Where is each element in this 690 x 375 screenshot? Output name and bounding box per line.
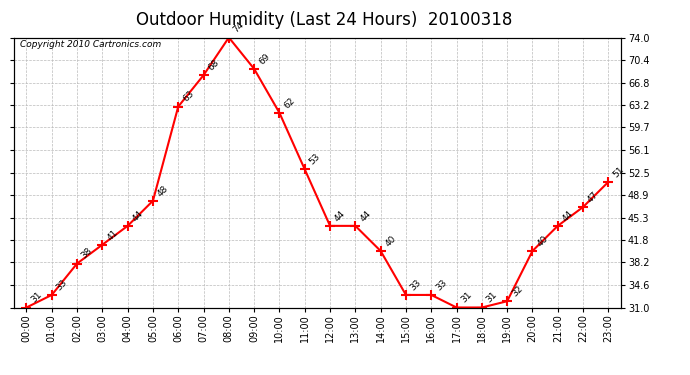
Text: Outdoor Humidity (Last 24 Hours)  20100318: Outdoor Humidity (Last 24 Hours) 2010031… xyxy=(136,11,513,29)
Text: 51: 51 xyxy=(611,165,626,179)
Text: 53: 53 xyxy=(308,152,322,166)
Text: 40: 40 xyxy=(384,234,398,248)
Text: 32: 32 xyxy=(510,284,524,298)
Text: 47: 47 xyxy=(586,190,600,204)
Text: Copyright 2010 Cartronics.com: Copyright 2010 Cartronics.com xyxy=(20,40,161,49)
Text: 44: 44 xyxy=(333,209,347,223)
Text: 33: 33 xyxy=(434,278,448,292)
Text: 31: 31 xyxy=(484,290,499,305)
Text: 44: 44 xyxy=(560,209,575,223)
Text: 31: 31 xyxy=(29,290,43,305)
Text: 74: 74 xyxy=(232,20,246,35)
Text: 33: 33 xyxy=(408,278,423,292)
Text: 40: 40 xyxy=(535,234,550,248)
Text: 44: 44 xyxy=(358,209,373,223)
Text: 68: 68 xyxy=(206,58,221,72)
Text: 44: 44 xyxy=(130,209,145,223)
Text: 48: 48 xyxy=(156,184,170,198)
Text: 38: 38 xyxy=(80,246,95,261)
Text: 33: 33 xyxy=(55,278,69,292)
Text: 41: 41 xyxy=(105,228,119,242)
Text: 69: 69 xyxy=(257,52,271,66)
Text: 62: 62 xyxy=(282,96,297,110)
Text: 31: 31 xyxy=(460,290,474,305)
Text: 63: 63 xyxy=(181,89,195,104)
